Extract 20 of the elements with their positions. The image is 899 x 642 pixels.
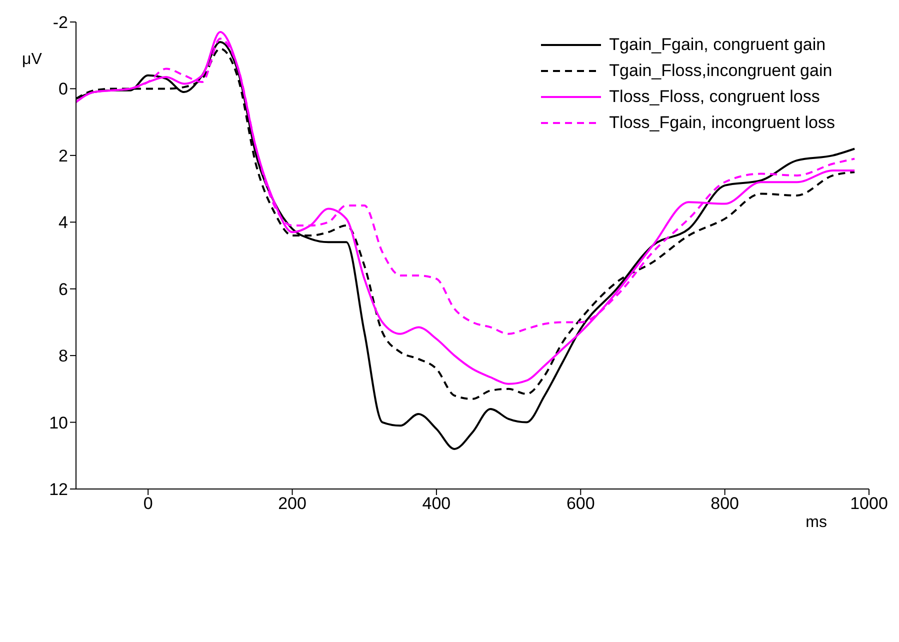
x-axis-title: ms — [806, 514, 827, 531]
y-tick-label: 8 — [58, 346, 68, 366]
x-tick-label: 1000 — [850, 494, 888, 514]
x-tick-label: 0 — [143, 494, 153, 514]
y-tick-label: 2 — [58, 146, 68, 166]
x-tick-label: 800 — [710, 494, 740, 514]
x-tick-label: 600 — [566, 494, 595, 514]
legend-label: Tgain_Floss,incongruent gain — [609, 61, 832, 81]
x-tick-label: 200 — [278, 494, 306, 514]
y-tick-label: 6 — [58, 280, 68, 299]
y-tick-label: 0 — [58, 80, 68, 99]
y-tick-label: 12 — [49, 480, 68, 500]
y-tick-label: 4 — [58, 213, 68, 232]
y-tick-label: 10 — [49, 413, 68, 432]
legend-label: Tgain_Fgain, congruent gain — [609, 35, 826, 55]
x-tick-label: 400 — [422, 494, 451, 514]
legend-label: Tloss_Floss, congruent loss — [609, 87, 820, 107]
y-tick-label: -2 — [52, 13, 68, 32]
legend-label: Tloss_Fgain, incongruent loss — [609, 113, 835, 133]
y-axis-title: μV — [22, 51, 42, 68]
